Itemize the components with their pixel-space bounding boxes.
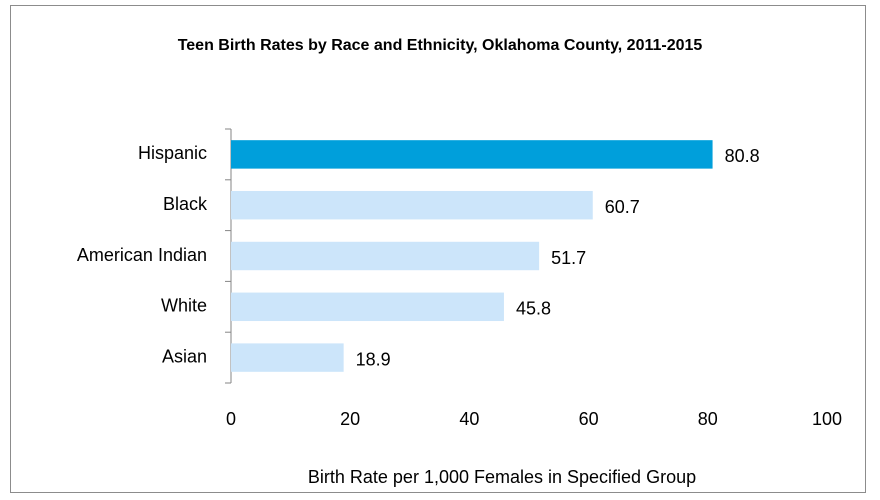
value-label: 60.7 xyxy=(605,197,640,217)
bar xyxy=(231,343,344,372)
chart-frame xyxy=(10,5,866,493)
bar xyxy=(231,241,540,271)
x-tick-label: 60 xyxy=(579,409,599,429)
y-tick-label: Hispanic xyxy=(138,143,207,163)
bar xyxy=(231,140,713,169)
value-label: 80.8 xyxy=(725,146,760,166)
bar xyxy=(231,190,593,220)
x-tick-label: 80 xyxy=(698,409,718,429)
x-tick-label: 0 xyxy=(226,409,236,429)
y-tick-label: American Indian xyxy=(77,245,207,265)
chart-title: Teen Birth Rates by Race and Ethnicity, … xyxy=(177,37,703,54)
y-tick-label: White xyxy=(161,296,207,316)
x-tick-label: 40 xyxy=(459,409,479,429)
x-tick-label: 20 xyxy=(340,409,360,429)
y-tick-label: Asian xyxy=(162,346,207,366)
value-label: 51.7 xyxy=(551,248,586,268)
y-tick-label: Black xyxy=(163,194,208,214)
x-axis-label: Birth Rate per 1,000 Females in Specifie… xyxy=(308,467,696,487)
value-label: 18.9 xyxy=(356,349,391,369)
value-label: 45.8 xyxy=(516,299,551,319)
bar xyxy=(231,292,504,322)
x-tick-label: 100 xyxy=(812,409,842,429)
